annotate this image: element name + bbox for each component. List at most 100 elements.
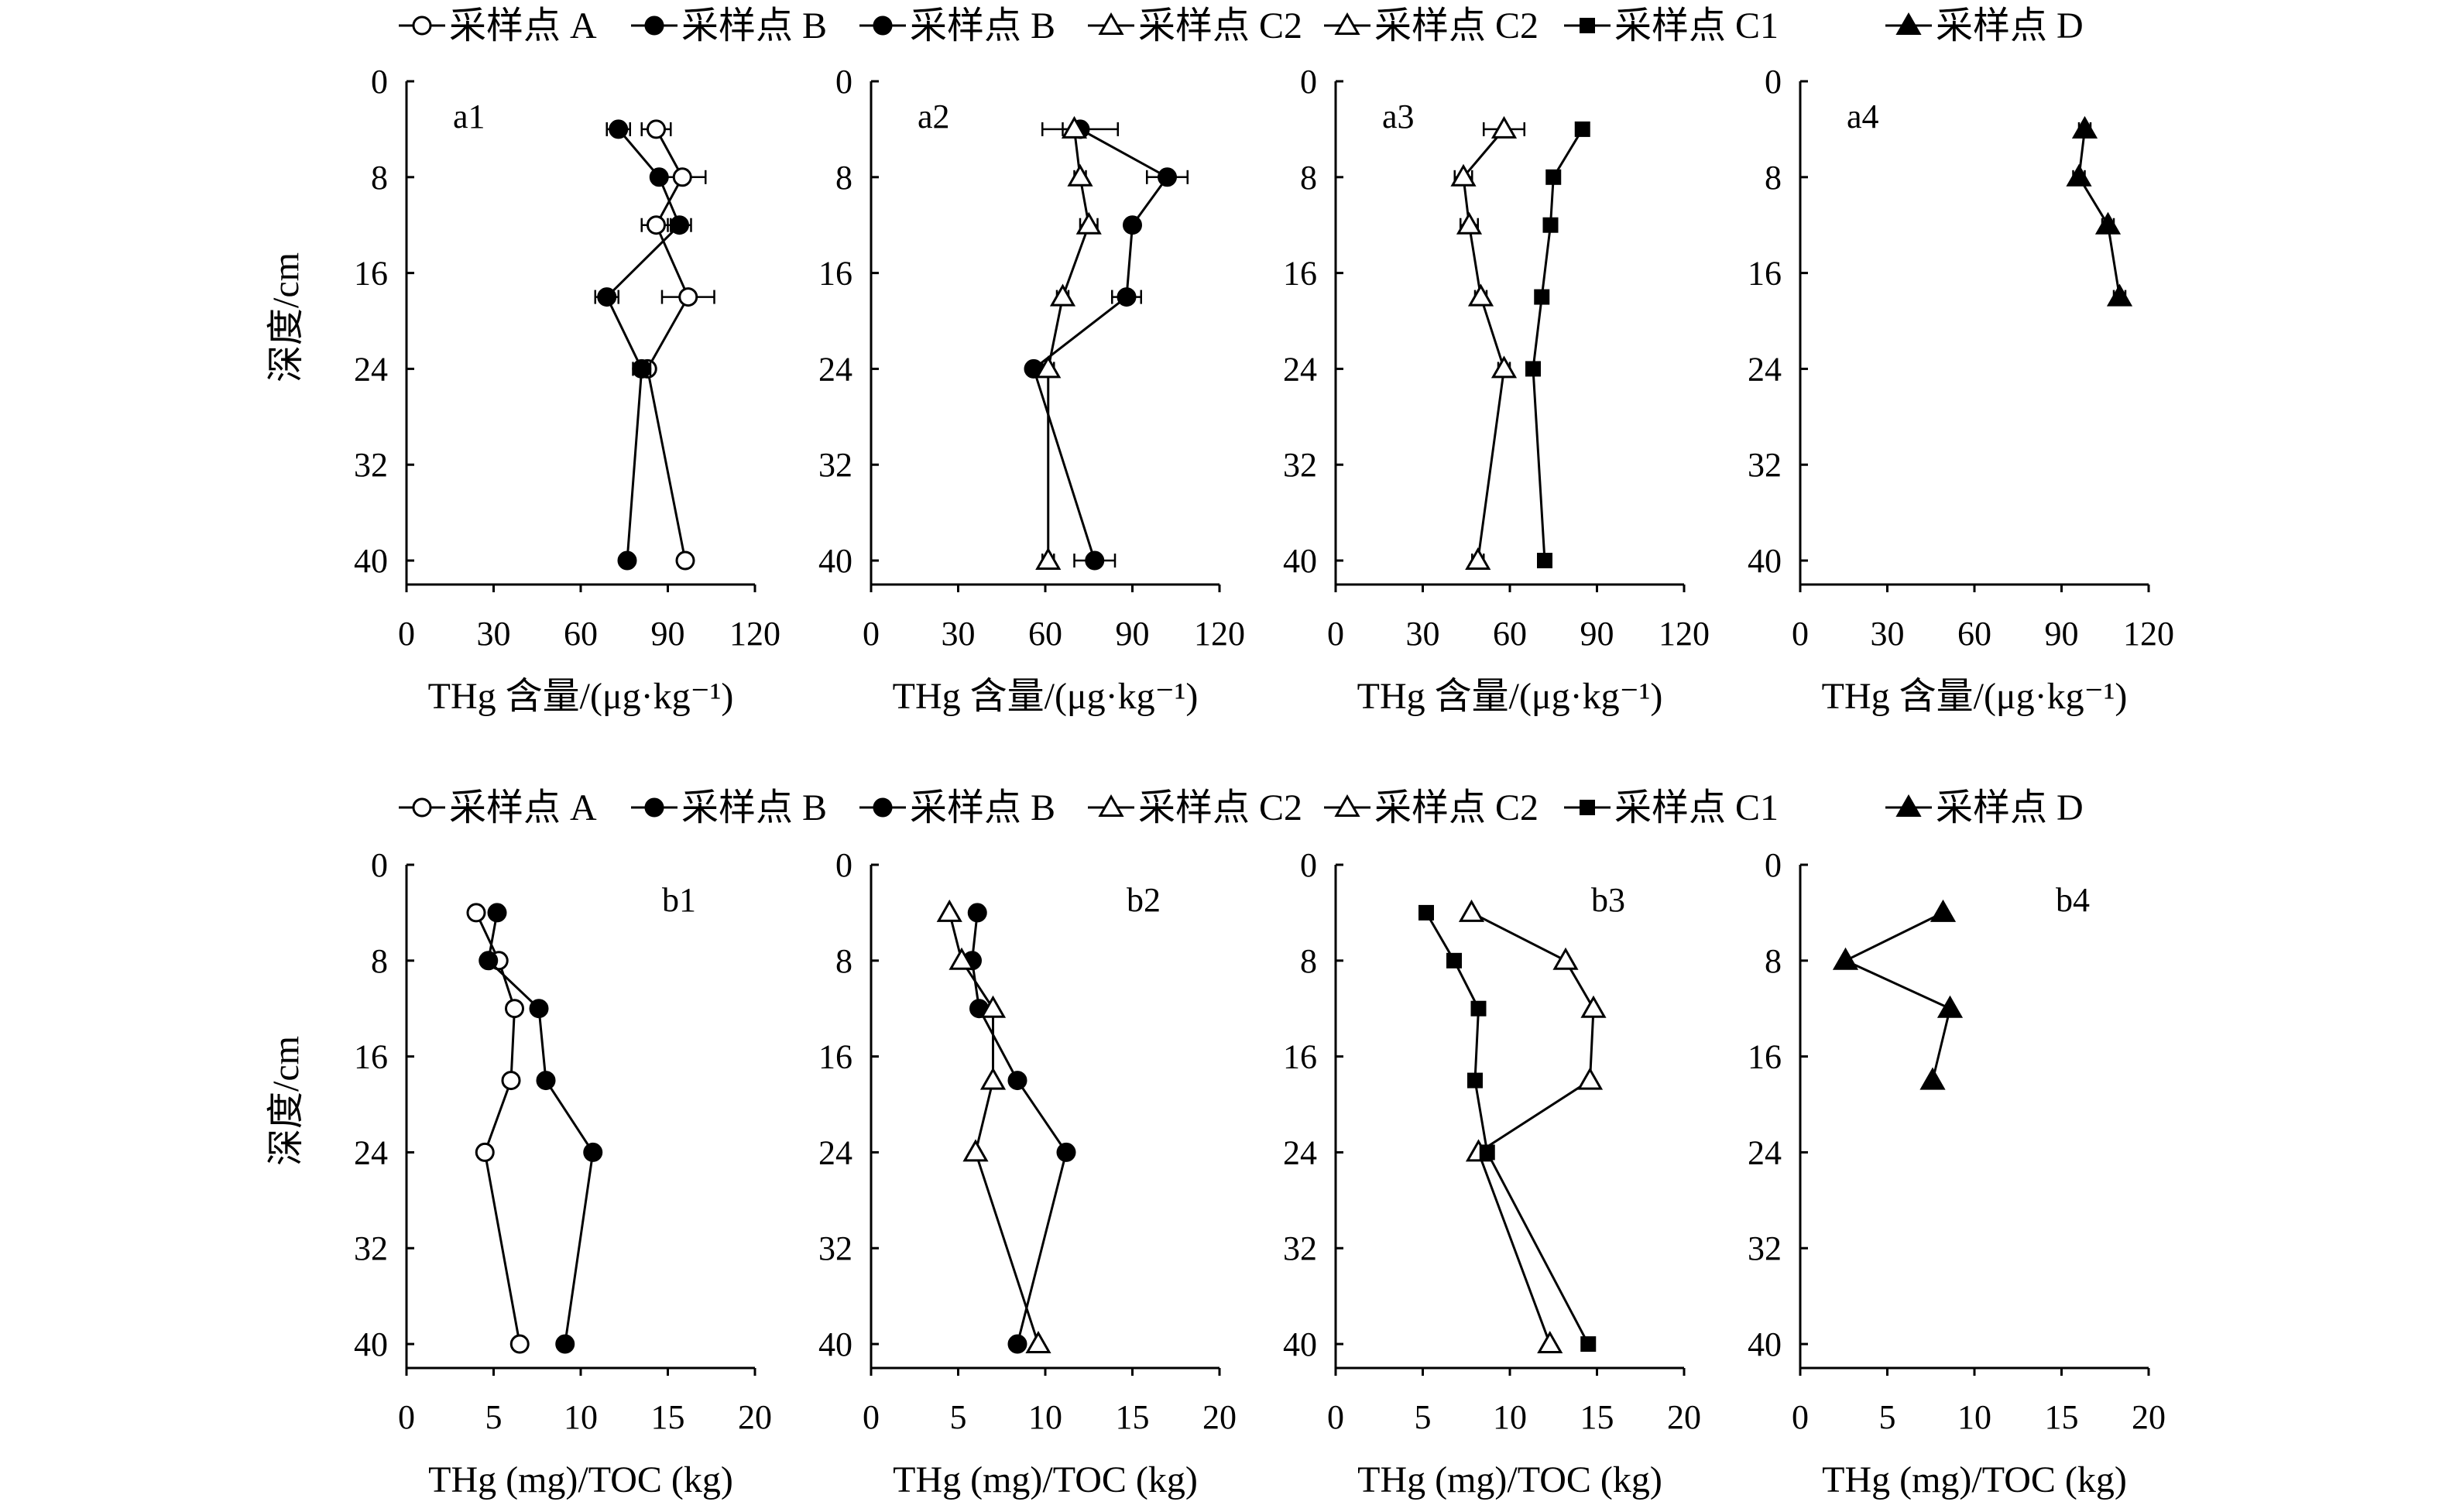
y-tick-label: 24 bbox=[1283, 350, 1317, 388]
y-axis-title: 深度/cm bbox=[266, 252, 307, 382]
series-1 bbox=[1024, 119, 1189, 571]
series-2 bbox=[936, 899, 1051, 1354]
legend-item: 采样点 D bbox=[1885, 787, 2084, 828]
x-tick-label: 15 bbox=[651, 1398, 685, 1436]
y-tick-label: 32 bbox=[1283, 446, 1317, 484]
data-point bbox=[1467, 1072, 1483, 1089]
data-point bbox=[1061, 115, 1088, 139]
chart-panel-a3: 0 8 16 24 32 40 0 30 60 90 120 THg 含量/(μg·kg⁻¹) a3 bbox=[1283, 63, 1710, 717]
data-point bbox=[1580, 995, 1607, 1018]
x-tick-label: 0 bbox=[863, 1398, 880, 1436]
data-point bbox=[1574, 121, 1590, 137]
x-tick-label: 0 bbox=[863, 615, 880, 653]
data-point bbox=[1056, 1142, 1076, 1162]
y-tick-label: 24 bbox=[818, 1133, 852, 1171]
data-point bbox=[617, 550, 637, 571]
y-tick-label: 40 bbox=[818, 1325, 852, 1363]
series-line bbox=[2077, 129, 2121, 297]
legend-marker bbox=[873, 15, 893, 36]
legend-marker bbox=[412, 797, 432, 818]
panels: 0 8 16 24 32 40 0 30 60 90 120 THg 含量/(μg·kg⁻¹) 深度/c… bbox=[266, 63, 2174, 1500]
panel-label: a2 bbox=[918, 98, 950, 135]
legends: 采样点 A 采样点 B 采样点 B 采样点 C2 采样点 C2 采样点 C1 采样点 D采样… bbox=[399, 5, 2084, 828]
series-1 bbox=[1450, 115, 1525, 571]
y-tick-label: 24 bbox=[1748, 350, 1782, 388]
data-point bbox=[1458, 899, 1485, 922]
panel-label: a4 bbox=[1847, 98, 1879, 135]
data-point bbox=[1158, 167, 1177, 187]
panel-label: b2 bbox=[1127, 881, 1161, 919]
series-2 bbox=[594, 119, 692, 571]
y-tick-label: 0 bbox=[1300, 63, 1317, 101]
y-tick-label: 0 bbox=[1765, 63, 1782, 101]
y-tick-label: 16 bbox=[1283, 1038, 1317, 1076]
y-tick-label: 16 bbox=[1748, 1038, 1782, 1076]
legend-label: 采样点 C1 bbox=[1614, 5, 1779, 46]
y-tick-label: 0 bbox=[1300, 846, 1317, 884]
data-point bbox=[1007, 1071, 1027, 1091]
data-point bbox=[1456, 211, 1483, 235]
data-point bbox=[1537, 1331, 1563, 1354]
x-tick-label: 10 bbox=[1493, 1398, 1527, 1436]
x-tick-label: 30 bbox=[1871, 615, 1905, 653]
x-tick-label: 0 bbox=[1327, 1398, 1344, 1436]
y-tick-label: 40 bbox=[354, 1325, 388, 1363]
legend-marker bbox=[1895, 794, 1922, 817]
data-point bbox=[962, 1139, 989, 1162]
data-point bbox=[1465, 547, 1491, 571]
legend-item: 采样点 A bbox=[399, 787, 597, 828]
data-point bbox=[1537, 553, 1552, 569]
data-point bbox=[479, 951, 499, 971]
series-line bbox=[1047, 129, 1090, 561]
data-point bbox=[1580, 1336, 1597, 1353]
y-tick-label: 8 bbox=[1765, 942, 1782, 980]
legend-item: 采样点 C1 bbox=[1564, 5, 1779, 46]
y-tick-label: 32 bbox=[818, 446, 852, 484]
legend-marker bbox=[412, 15, 432, 36]
legend-label: 采样点 B bbox=[681, 787, 827, 828]
data-point bbox=[675, 550, 695, 571]
data-point bbox=[2106, 283, 2133, 307]
y-tick-label: 40 bbox=[1283, 1325, 1317, 1363]
data-point bbox=[1025, 1331, 1051, 1354]
data-point bbox=[1576, 1067, 1604, 1090]
x-tick-label: 0 bbox=[1792, 1398, 1809, 1436]
y-tick-label: 16 bbox=[354, 255, 388, 293]
data-point bbox=[2094, 211, 2122, 235]
legend-marker bbox=[644, 797, 664, 818]
y-tick-label: 24 bbox=[354, 350, 388, 388]
y-tick-label: 32 bbox=[1748, 446, 1782, 484]
series-2 bbox=[1418, 904, 1597, 1353]
y-tick-label: 24 bbox=[1748, 1133, 1782, 1171]
x-axis-title: THg (mg)/TOC (kg) bbox=[893, 1459, 1198, 1500]
x-axis-title: THg (mg)/TOC (kg) bbox=[1357, 1459, 1662, 1500]
y-tick-label: 0 bbox=[835, 846, 852, 884]
x-tick-label: 20 bbox=[2132, 1398, 2166, 1436]
data-point bbox=[1049, 283, 1076, 307]
x-axis-title: THg 含量/(μg·kg⁻¹) bbox=[428, 676, 734, 717]
data-point bbox=[597, 287, 617, 307]
series-line bbox=[970, 912, 1068, 1345]
y-tick-label: 32 bbox=[1283, 1229, 1317, 1267]
x-tick-label: 30 bbox=[477, 615, 511, 653]
x-tick-label: 10 bbox=[564, 1398, 598, 1436]
data-point bbox=[1035, 547, 1062, 571]
x-tick-label: 15 bbox=[2045, 1398, 2079, 1436]
data-point bbox=[1479, 1144, 1495, 1161]
data-point bbox=[1832, 947, 1859, 970]
y-tick-label: 32 bbox=[354, 446, 388, 484]
data-point bbox=[647, 119, 666, 139]
x-tick-label: 20 bbox=[738, 1398, 772, 1436]
data-point bbox=[936, 899, 962, 922]
legend: 采样点 A 采样点 B 采样点 B 采样点 C2 采样点 C2 采样点 C1 采样点 D bbox=[399, 787, 2084, 828]
data-point bbox=[1525, 361, 1541, 377]
legend-label: 采样点 C1 bbox=[1614, 787, 1779, 828]
series-line bbox=[1470, 911, 1595, 1345]
legend-label: 采样点 C2 bbox=[1138, 5, 1302, 46]
x-tick-label: 0 bbox=[398, 615, 415, 653]
y-tick-label: 32 bbox=[818, 1229, 852, 1267]
legend-label: 采样点 D bbox=[1936, 5, 2084, 46]
